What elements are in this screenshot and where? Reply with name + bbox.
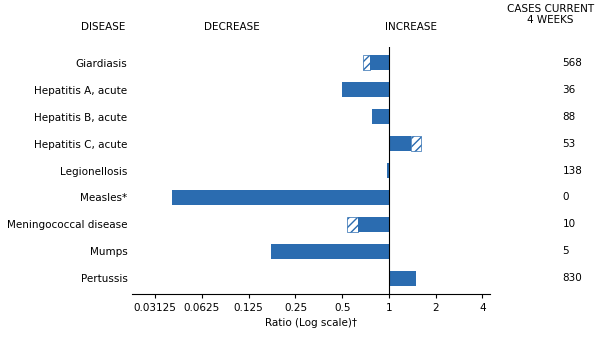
Bar — [363, 55, 370, 70]
Text: DECREASE: DECREASE — [204, 22, 260, 32]
Bar — [347, 217, 358, 232]
Text: 10: 10 — [563, 219, 576, 229]
Text: CASES CURRENT
4 WEEKS: CASES CURRENT 4 WEEKS — [507, 4, 594, 25]
Bar — [389, 136, 411, 151]
Bar — [389, 271, 416, 286]
Bar — [358, 217, 389, 232]
Text: 830: 830 — [563, 273, 582, 283]
Text: INCREASE: INCREASE — [386, 22, 437, 32]
Bar — [172, 190, 389, 205]
Text: 0: 0 — [563, 192, 569, 202]
Bar — [411, 136, 422, 151]
Text: 138: 138 — [563, 165, 582, 176]
Text: 36: 36 — [563, 85, 576, 95]
Bar — [342, 82, 389, 97]
Bar — [372, 109, 389, 124]
Bar — [271, 244, 389, 259]
Text: DISEASE: DISEASE — [81, 22, 126, 32]
Text: 88: 88 — [563, 112, 576, 122]
Bar — [387, 163, 389, 178]
Text: 53: 53 — [563, 139, 576, 149]
Text: 568: 568 — [563, 58, 582, 68]
Bar — [370, 55, 389, 70]
Text: 5: 5 — [563, 246, 569, 256]
X-axis label: Ratio (Log scale)†: Ratio (Log scale)† — [265, 318, 357, 327]
